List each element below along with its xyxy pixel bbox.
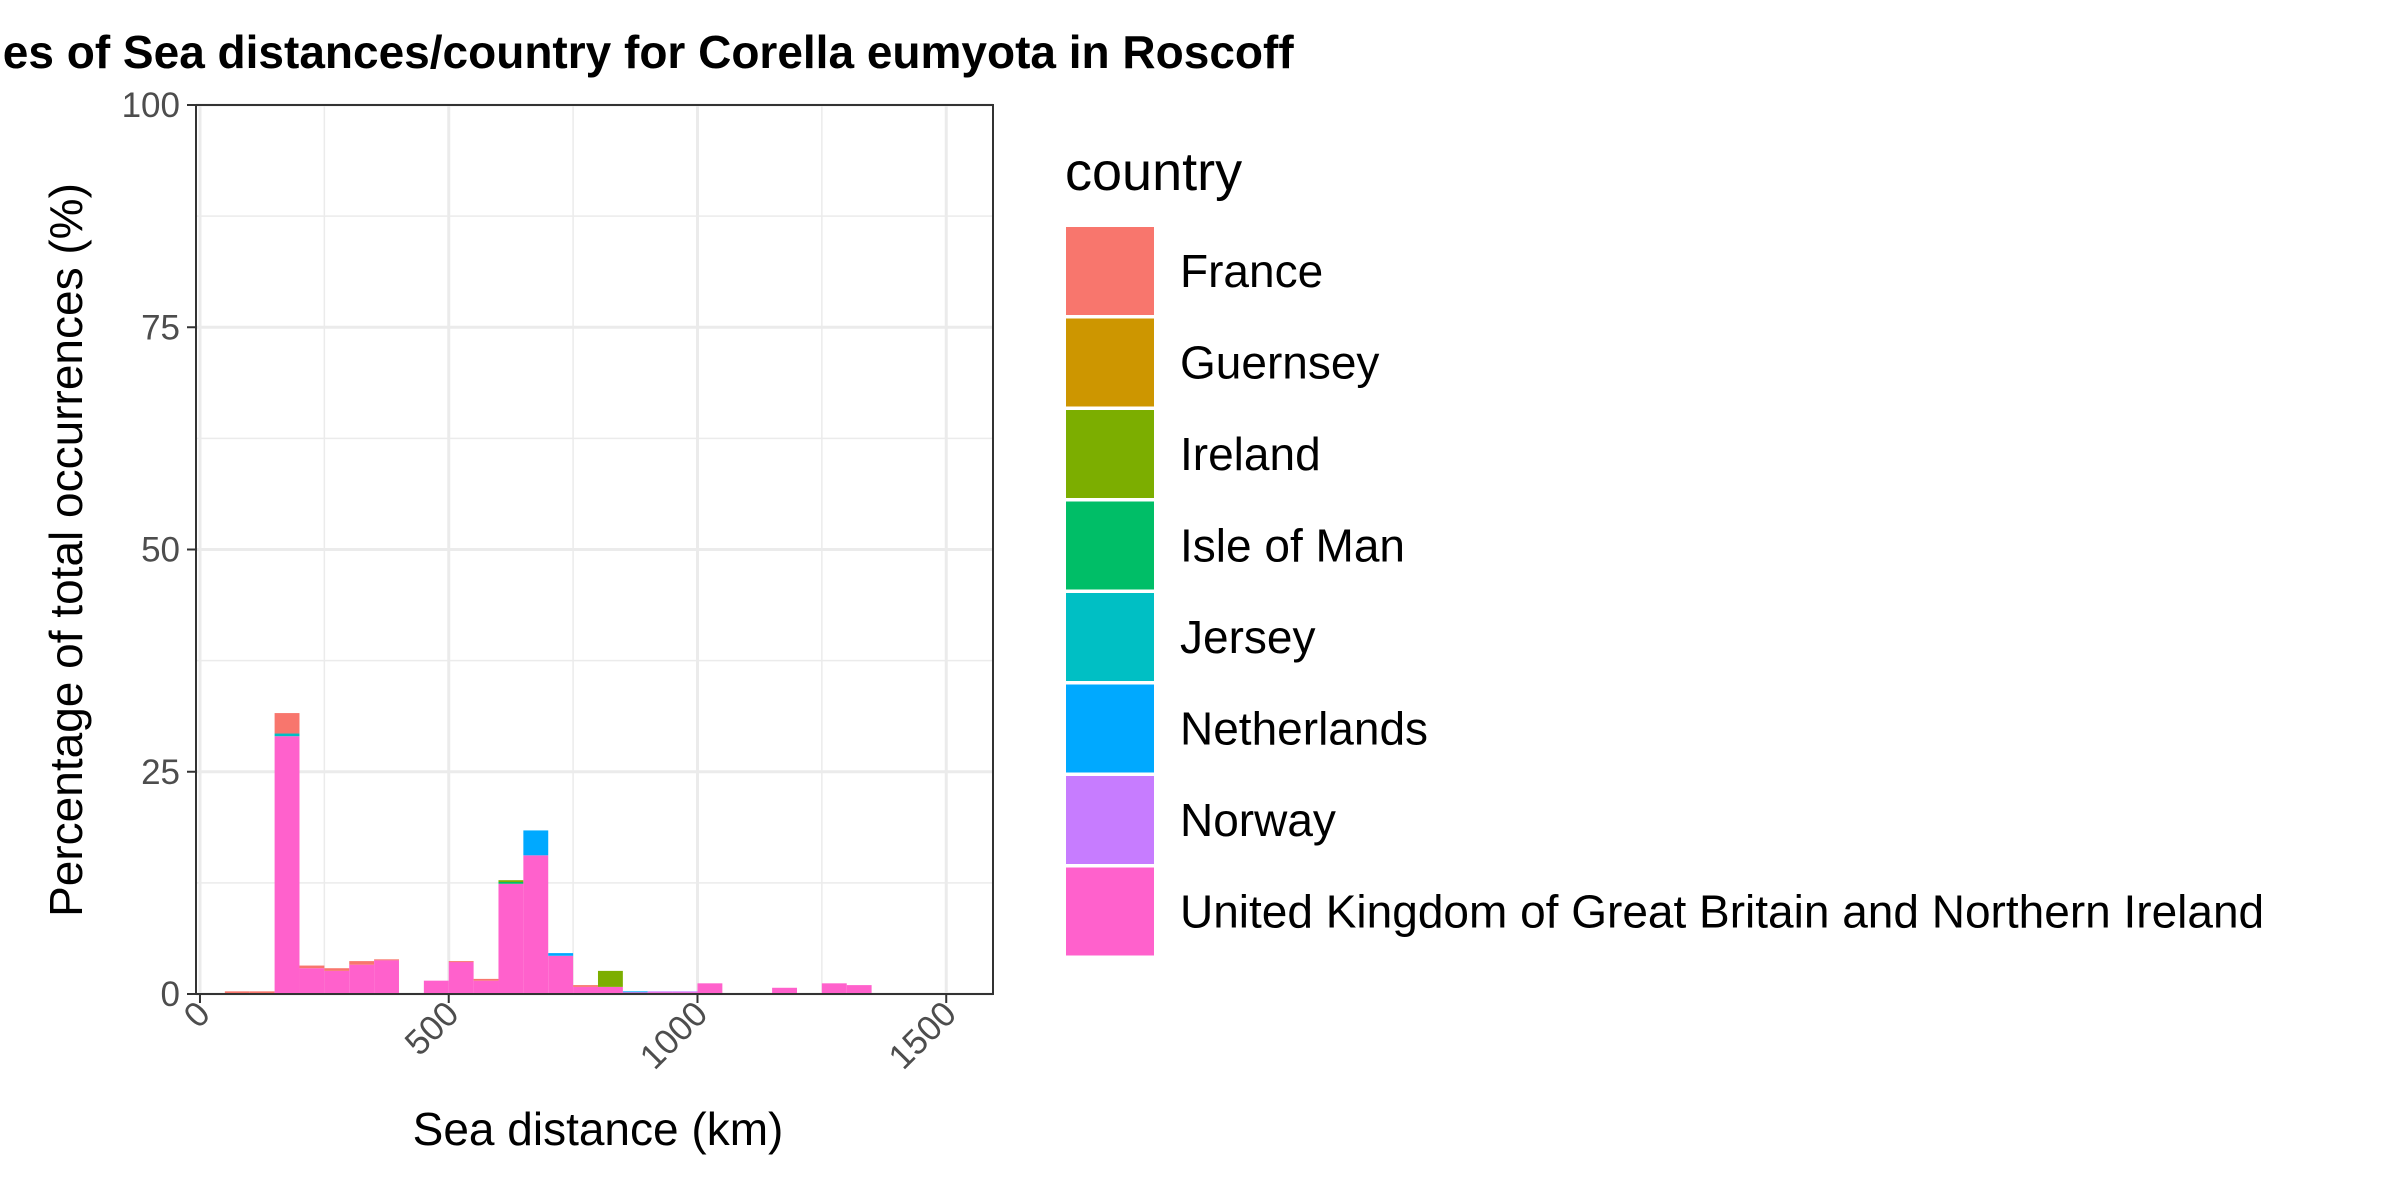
bar-segment-united-kingdom-of-great-britain-and-northern-ireland: [349, 964, 375, 994]
bar-segment-united-kingdom-of-great-britain-and-northern-ireland: [548, 955, 574, 994]
bar-segment-isle-of-man: [498, 881, 524, 884]
y-tick-label: 25: [141, 753, 180, 792]
bar-layer: [224, 713, 972, 995]
legend-label: France: [1180, 245, 1323, 297]
bar-segment-jersey: [274, 733, 300, 737]
bar-segment-united-kingdom-of-great-britain-and-northern-ireland: [473, 980, 499, 994]
bar-segment-united-kingdom-of-great-britain-and-northern-ireland: [448, 961, 474, 994]
legend-key-guernsey: [1066, 318, 1154, 407]
y-tick-label: 75: [141, 308, 180, 347]
chart-title: ies of Sea distances/country for Corella…: [0, 26, 1294, 78]
legend-key-united-kingdom-of-great-britain-and-northern-ireland: [1066, 867, 1154, 956]
y-axis: 0 25 50 75 100: [122, 86, 196, 1014]
bar-segment-united-kingdom-of-great-britain-and-northern-ireland: [374, 960, 399, 994]
x-tick-label: 1500: [881, 994, 964, 1077]
legend: country France Guernsey Ireland Isle of Man…: [1065, 142, 2264, 956]
legend-title: country: [1065, 142, 1242, 202]
x-tick-label: 0: [176, 994, 217, 1035]
bar-segment-france: [274, 713, 300, 734]
legend-label: Netherlands: [1180, 703, 1428, 755]
legend-key-jersey: [1066, 593, 1154, 681]
legend-key-france: [1066, 227, 1154, 315]
bar-segment-united-kingdom-of-great-britain-and-northern-ireland: [299, 968, 325, 994]
bar-segment-united-kingdom-of-great-britain-and-northern-ireland: [772, 987, 797, 994]
bar-segment-norway: [647, 991, 673, 993]
legend-key-netherlands: [1066, 684, 1154, 773]
legend-key-isle-of-man: [1066, 501, 1154, 590]
plot-panel: [195, 103, 994, 996]
legend-label: Norway: [1180, 794, 1336, 846]
bar-segment-ireland: [597, 970, 623, 987]
bar-segment-netherlands: [523, 830, 549, 856]
y-tick-label: 0: [161, 975, 180, 1014]
bar-segment-france: [224, 991, 250, 994]
bar-segment-united-kingdom-of-great-britain-and-northern-ireland: [498, 883, 524, 994]
legend-label: Guernsey: [1180, 337, 1379, 389]
x-tick-label: 1000: [632, 994, 715, 1077]
bar-segment-ireland: [498, 880, 524, 882]
bar-segment-united-kingdom-of-great-britain-and-northern-ireland: [573, 986, 598, 994]
bar-segment-united-kingdom-of-great-britain-and-northern-ireland: [324, 970, 350, 994]
legend-key-ireland: [1066, 410, 1154, 498]
y-tick-label: 100: [122, 86, 180, 125]
bar-segment-france: [299, 965, 325, 969]
bar-segment-france: [349, 961, 375, 965]
x-axis: 0 500 1000 1500: [176, 994, 964, 1077]
bar-segment-united-kingdom-of-great-britain-and-northern-ireland: [846, 985, 872, 994]
y-axis-title: Percentage of total occurrences (%): [40, 183, 92, 917]
legend-key-norway: [1066, 776, 1154, 864]
bar-segment-france: [473, 978, 499, 981]
bar-segment-france: [448, 961, 474, 963]
bar-segment-united-kingdom-of-great-britain-and-northern-ireland: [597, 986, 623, 994]
bar-segment-netherlands: [548, 953, 574, 956]
legend-label: United Kingdom of Great Britain and Nort…: [1180, 886, 2264, 938]
bar-segment-united-kingdom-of-great-britain-and-northern-ireland: [274, 736, 300, 994]
bar-segment-norway: [672, 991, 698, 993]
bar-segment-france: [324, 968, 350, 971]
x-axis-title: Sea distance (km): [413, 1103, 784, 1155]
bar-segment-netherlands: [622, 991, 648, 993]
bar-segment-united-kingdom-of-great-britain-and-northern-ireland: [523, 855, 549, 994]
bar-segment-united-kingdom-of-great-britain-and-northern-ireland: [697, 983, 723, 994]
bar-segment-france: [573, 985, 598, 987]
bar-segment-united-kingdom-of-great-britain-and-northern-ireland: [821, 983, 847, 994]
bar-segment-france: [374, 959, 399, 961]
legend-items: France Guernsey Ireland Isle of Man Jersey Ne…: [1066, 227, 2264, 956]
x-tick-label: 500: [398, 994, 467, 1063]
legend-label: Jersey: [1180, 611, 1315, 663]
legend-label: Isle of Man: [1180, 520, 1405, 572]
bar-segment-united-kingdom-of-great-britain-and-northern-ireland: [423, 980, 449, 994]
bar-segment-france: [249, 991, 275, 994]
y-tick-label: 50: [141, 531, 180, 570]
legend-label: Ireland: [1180, 428, 1321, 480]
